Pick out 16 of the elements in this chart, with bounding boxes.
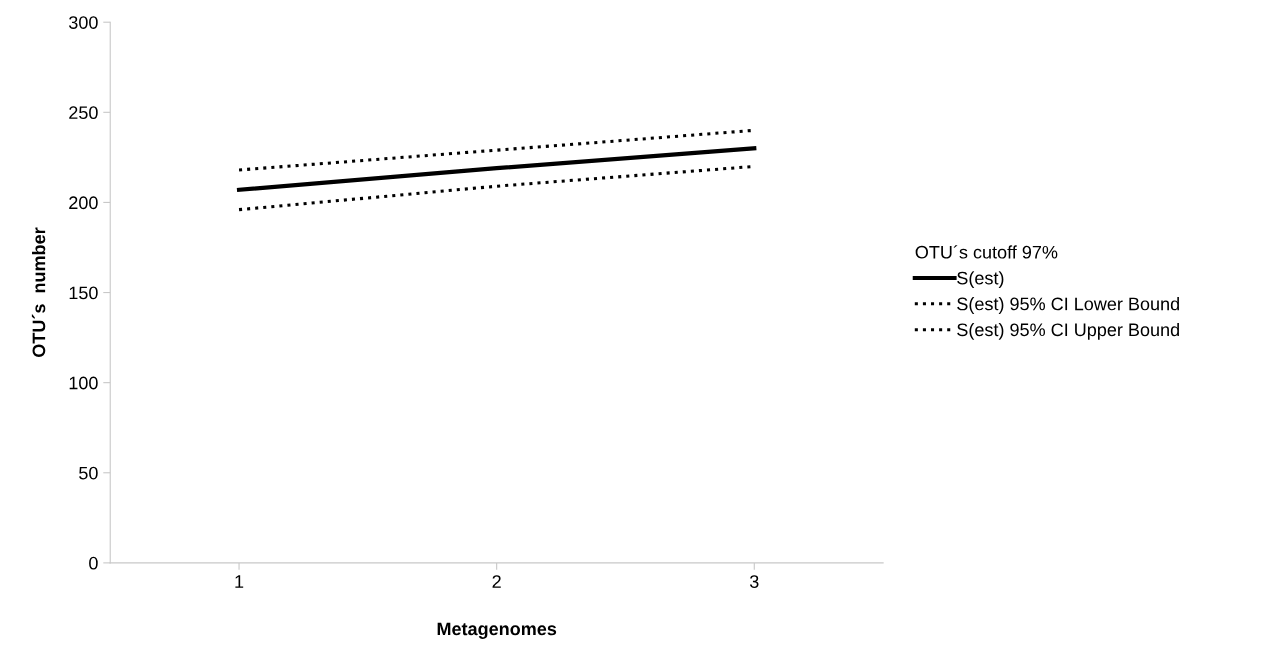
y-tick-label: 100 (69, 376, 98, 390)
x-tick-label: 1 (235, 575, 244, 588)
y-axis-title: OTU´s number (31, 227, 46, 357)
x-tick-label: 3 (749, 575, 759, 588)
x-tick-label: 2 (492, 575, 501, 588)
y-tick-label: 200 (69, 196, 98, 210)
legend-label: S(est) (957, 271, 1004, 289)
y-tick-label: 0 (89, 556, 98, 570)
y-tick-label: 50 (79, 466, 98, 480)
legend-title: OTU´s cutoff 97% (915, 245, 1058, 259)
y-tick-label: 300 (68, 16, 98, 29)
legend-label: S(est) 95% CI Upper Bound (957, 322, 1179, 340)
y-tick-label: 150 (69, 286, 98, 300)
x-axis-title: Metagenomes (437, 622, 557, 639)
y-tick-label: 250 (69, 106, 98, 120)
legend-label: S(est) 95% CI Lower Bound (957, 297, 1179, 314)
